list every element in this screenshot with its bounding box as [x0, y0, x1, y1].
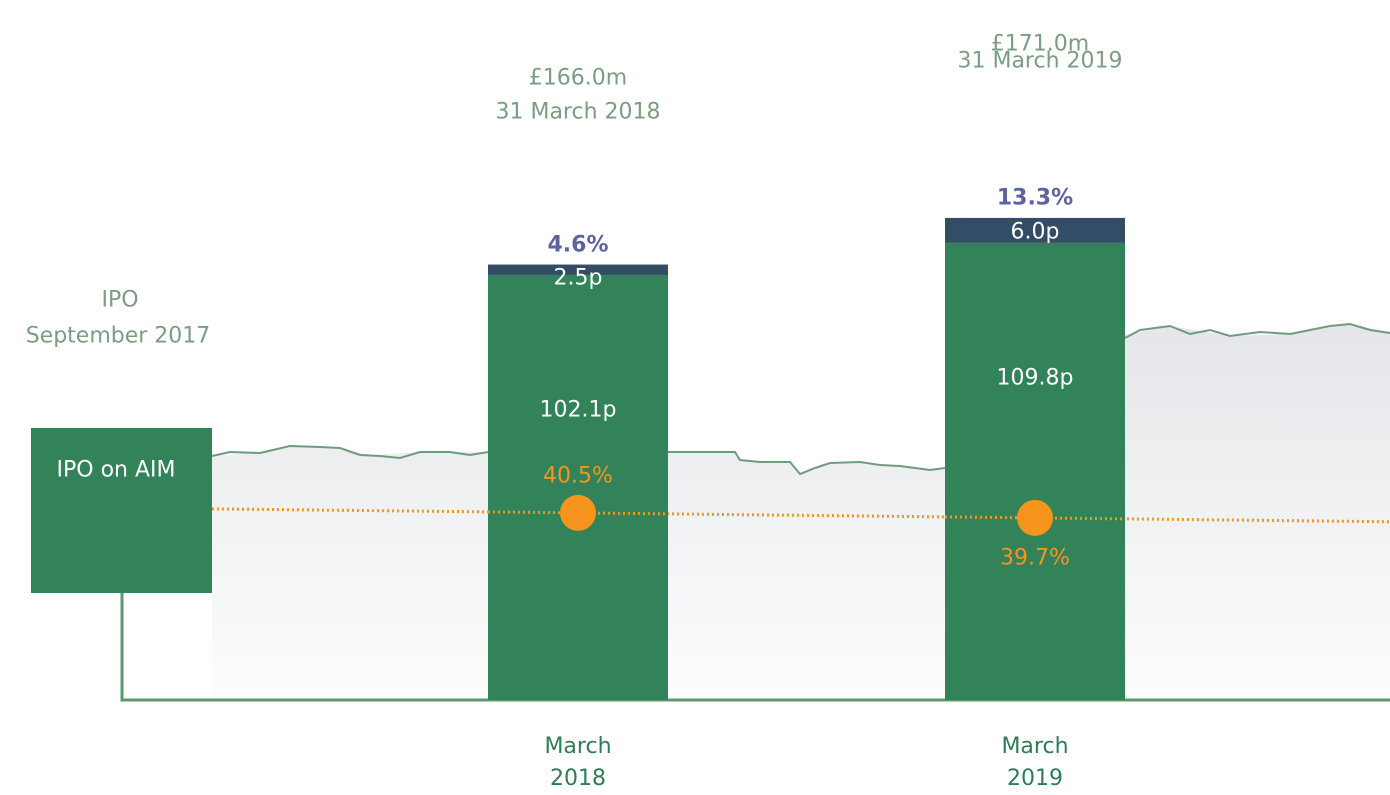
annotation-subtitle: 31 March 2019	[957, 48, 1123, 74]
trend-line	[211, 507, 1390, 524]
bar-segment	[488, 274, 668, 700]
ipo-box-label: IPO on AIM	[56, 457, 176, 483]
bar-segment	[945, 217, 1125, 243]
ipo-label: IPO	[101, 287, 139, 313]
x-label: March 2019	[1001, 734, 1069, 791]
marker-label: 40.5%	[543, 463, 613, 489]
total-label: 4.6%	[547, 232, 609, 258]
annotation-title: £171.0m	[990, 31, 1090, 57]
annotation-subtitle: 31 March 2018	[495, 99, 661, 125]
marker	[1017, 499, 1053, 536]
value-label: 6.0p	[1010, 219, 1060, 245]
value-label: 2.5p	[553, 265, 603, 291]
marker-label: 39.7%	[1000, 545, 1070, 571]
bar-segment	[945, 242, 1125, 701]
price-line	[211, 322, 1390, 476]
ipo-date: September 2017	[25, 323, 211, 349]
ipo-box	[31, 428, 212, 593]
value-label: 102.1p	[539, 397, 617, 423]
marker	[560, 494, 596, 531]
annotation-title: £166.0m	[528, 65, 628, 91]
total-label: 13.3%	[996, 185, 1074, 211]
bar-segment	[488, 264, 668, 275]
value-label: 109.8p	[996, 365, 1074, 391]
x-label: March 2018	[544, 734, 612, 791]
